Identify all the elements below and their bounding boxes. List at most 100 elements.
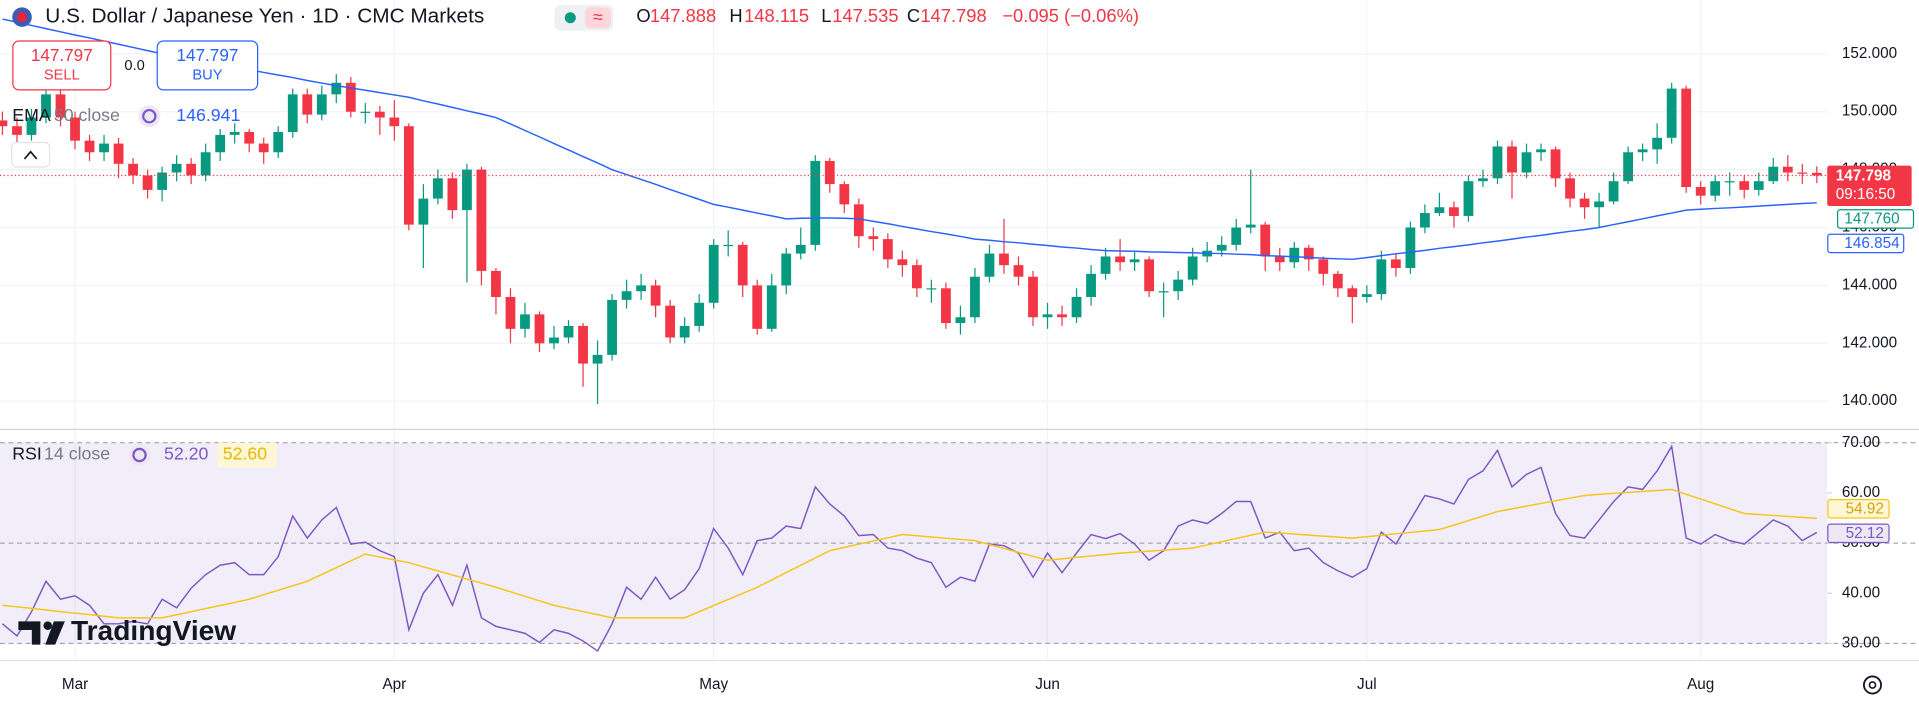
collapse-button[interactable] [11,141,51,168]
candle-body [911,265,922,289]
spread: 0.0 [124,58,144,74]
ema-legend-name: EMA [12,105,51,125]
candle-body [781,253,792,286]
candle-body [1042,314,1053,318]
rsi-legend-params: 14 close [44,444,110,464]
logo-mark-dot [43,621,53,630]
candle-body [1129,259,1140,263]
legend-settings[interactable] [138,105,161,128]
candle-body [999,253,1009,266]
logo-text: TradingView [71,615,236,646]
candle-body [1797,172,1808,174]
ohlc-value: 147.798 [920,5,986,26]
candle-body [1710,181,1721,196]
candle-body [955,317,966,324]
candle-body [331,82,342,95]
ohlc-value: 147.888 [650,5,716,26]
candle-body [1318,259,1329,274]
candle-body [1579,198,1590,208]
candle-body [1652,137,1663,150]
candle-body [708,244,719,303]
candle-body [505,296,516,329]
candle-body [1361,294,1372,297]
logo-mark [18,621,41,645]
x-tick-label: Aug [1687,676,1714,693]
market-open-dot [564,12,576,24]
ohlc-value: 147.535 [832,5,898,26]
candle-body [1695,186,1706,196]
settings-icon-core [1868,681,1877,689]
candle-body [520,314,530,329]
sell-button[interactable] [12,40,112,91]
candle-body [752,285,763,329]
ema-legend-params: 50 close [54,105,120,125]
buy-button[interactable] [156,40,259,91]
settings [1863,675,1882,695]
candle-body [1303,247,1314,260]
candle-body [186,163,197,176]
candle-body [1013,265,1024,277]
candle-body [128,163,138,176]
candle-body [215,134,226,153]
candle-body [853,204,864,237]
candle-body [1623,152,1634,182]
rsi-legend-name: RSI [12,444,42,464]
candle-body [345,82,356,112]
ema-box [1827,233,1905,254]
candle-body [374,111,385,118]
collapse-icon [23,150,38,160]
last-price-label: 147.798 [1836,168,1892,185]
candle-body [1681,88,1692,187]
ma-legend-bg [217,442,277,468]
logo-mark-slash [45,621,65,645]
ma-legend-value: 52.60 [223,444,268,464]
ema-legend: EMA 50 close 146.941 [11,105,240,168]
candle-body [171,163,182,173]
y-tick-label: 142.000 [1842,334,1897,351]
candle-body [1216,244,1227,251]
candle-body [273,131,284,153]
buy-price: 147.797 [177,46,239,65]
y-tick-label: 152.000 [1842,45,1897,62]
candle-body [113,143,124,164]
candle-body [1811,172,1822,176]
candle-body [737,244,748,286]
candle-body [200,152,211,176]
legend-settings[interactable] [128,444,151,467]
candle-body [1260,224,1271,257]
flag-icon-dot [17,12,27,23]
candle-body [1071,296,1082,318]
rsi-end-label: 54.92 [1846,500,1884,517]
candle-body [1086,273,1096,297]
candle-body [418,198,429,225]
candle-body [679,325,690,338]
ohlc-value: 148.115 [744,5,809,26]
rsi-legend-value: 52.20 [164,444,209,464]
header: U.S. Dollar / Japanese Yen · 1D · CMC Ma… [12,5,1139,31]
rsi-tick-label: 30.00 [1842,634,1880,651]
countdown-label: 09:16:50 [1836,186,1896,203]
candle-body [1390,259,1401,269]
delay-icon: ≈ [593,6,603,27]
settings-icon[interactable] [1863,675,1882,695]
price-change: −0.095 (−0.06%) [1002,5,1139,26]
candle-body [1594,201,1604,208]
candle-body [432,178,443,199]
ema-label: 146.854 [1844,235,1900,252]
candle-body [1115,256,1125,263]
sell-label: SELL [44,68,80,84]
candle-body [1144,259,1155,292]
candle-body [1565,178,1575,199]
candle-body [55,94,66,118]
buy-label: BUY [192,68,222,84]
candle-body [1347,288,1358,297]
delay-badge[interactable] [585,7,611,29]
candle-body [694,302,705,326]
y-tick-label: 144.000 [1842,276,1897,293]
ohlc-key: C [907,5,920,26]
candle-body [1057,314,1067,318]
candle-body [1492,146,1503,179]
